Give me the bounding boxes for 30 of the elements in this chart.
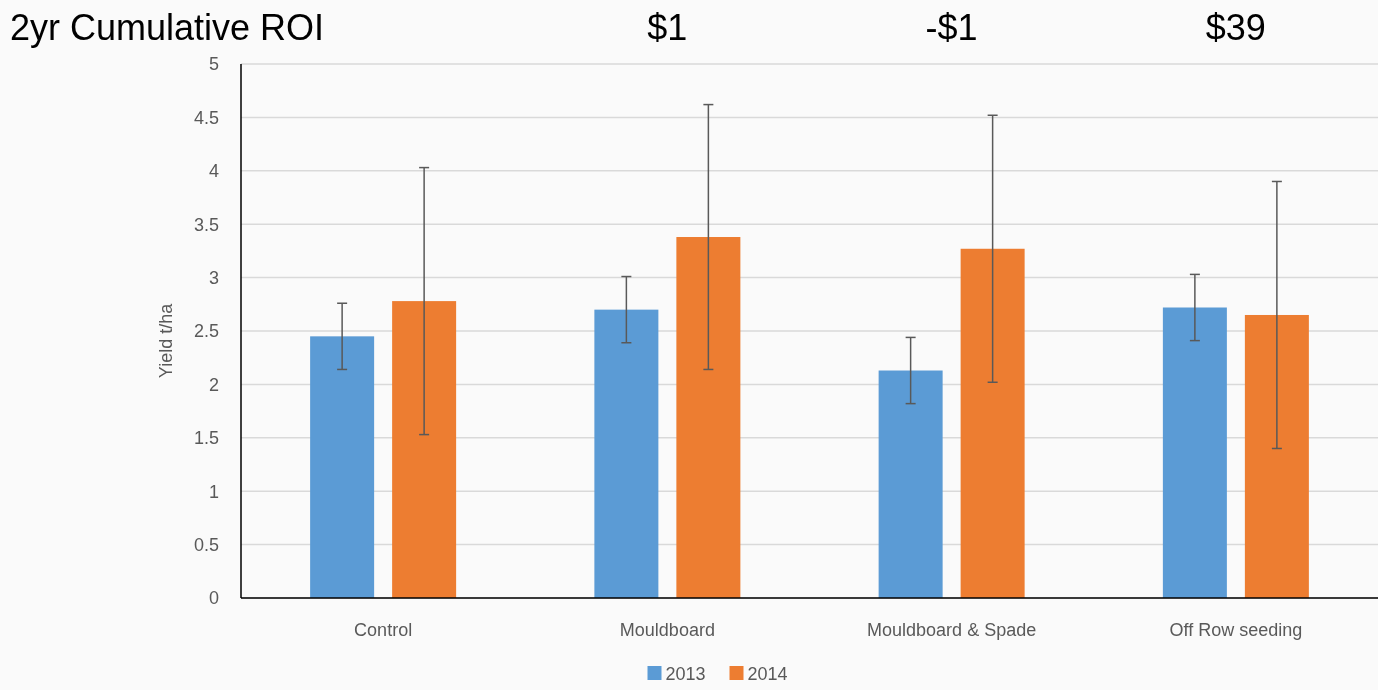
y-tick-label: 3 <box>208 267 219 288</box>
text: $39 <box>1205 7 1266 48</box>
bar <box>676 237 741 598</box>
y-tick-label: 4.5 <box>193 107 219 128</box>
chart-title: 2yr Cumulative ROI <box>10 7 325 48</box>
bar <box>310 336 375 598</box>
text: -$1 <box>925 7 978 48</box>
y-tick-label: 2.5 <box>193 321 219 342</box>
y-tick-label: 1.5 <box>193 428 219 449</box>
x-tick-label: Off Row seeding <box>1169 620 1303 640</box>
bar <box>960 248 1025 598</box>
y-tick-label: 3.5 <box>193 214 219 235</box>
bar <box>1162 307 1227 598</box>
y-tick-label: 5 <box>208 54 219 75</box>
legend-label: 2014 <box>747 664 788 684</box>
y-tick-label: 4 <box>208 161 219 182</box>
text: $1 <box>647 7 688 48</box>
bar <box>1244 314 1309 598</box>
x-tick-label: Control <box>354 620 413 640</box>
bar <box>878 370 943 598</box>
y-tick-label: 0.5 <box>193 534 219 555</box>
bar <box>392 301 457 598</box>
bar <box>594 309 659 598</box>
legend-label: 2013 <box>665 664 706 684</box>
y-axis-title: Yield t/ha <box>156 302 176 379</box>
x-tick-label: Mouldboard <box>619 620 715 640</box>
y-tick-label: 0 <box>208 588 219 609</box>
y-tick-label: 2 <box>208 374 219 395</box>
x-tick-label: Mouldboard & Spade <box>867 620 1037 640</box>
y-tick-label: 1 <box>208 481 219 502</box>
